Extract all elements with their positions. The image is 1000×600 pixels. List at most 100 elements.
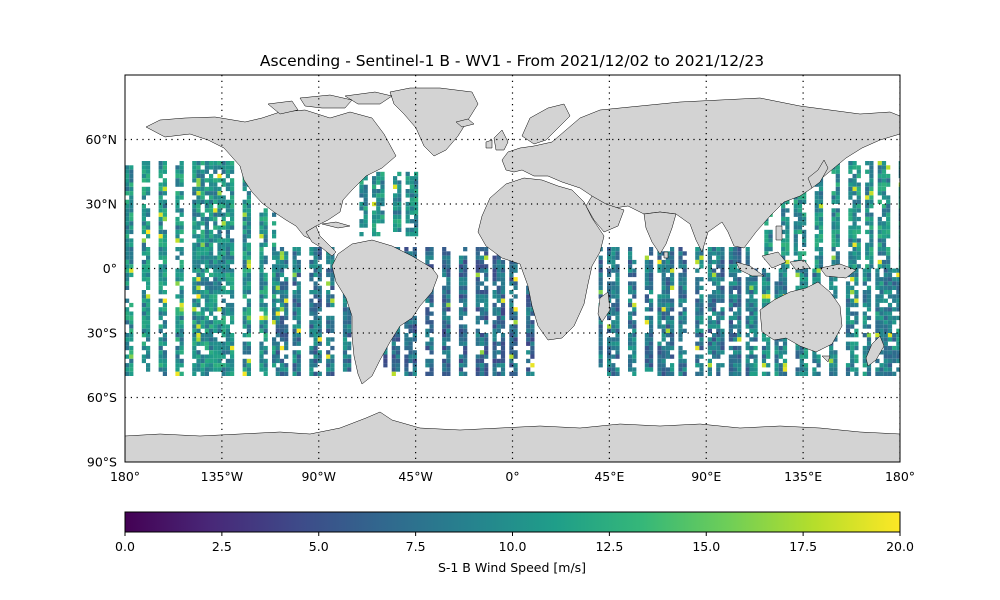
wind-cell: [213, 255, 218, 260]
wind-cell: [209, 354, 214, 359]
wind-cell: [242, 315, 247, 321]
wind-cell: [728, 333, 733, 338]
wind-cell: [196, 302, 201, 308]
wind-cell: [492, 255, 497, 260]
wind-cell: [877, 259, 882, 265]
wind-cell: [883, 328, 888, 333]
wind-cell: [845, 367, 851, 372]
wind-cell: [712, 350, 717, 355]
wind-cell: [869, 191, 874, 196]
wind-cell: [733, 294, 738, 299]
wind-cell: [607, 272, 612, 278]
wind-cell: [749, 298, 754, 303]
wind-cell: [196, 337, 201, 342]
wind-cell: [598, 294, 603, 299]
wind-cell: [479, 281, 485, 286]
wind-cell: [607, 285, 612, 290]
wind-cell: [192, 307, 197, 312]
wind-cell: [778, 354, 783, 359]
wind-cell: [526, 307, 531, 312]
wind-cell: [479, 337, 485, 342]
wind-cell: [146, 255, 151, 260]
wind-cell: [737, 277, 742, 282]
wind-cell: [292, 259, 297, 265]
wind-cell: [213, 208, 218, 213]
wind-cell: [678, 367, 683, 372]
wind-cell: [865, 242, 870, 247]
wind-cell: [611, 337, 616, 342]
wind-cell: [196, 238, 201, 243]
wind-cell: [296, 302, 301, 308]
wind-cell: [898, 247, 900, 252]
wind-cell: [782, 350, 788, 355]
wind-cell: [598, 337, 603, 342]
wind-cell: [412, 363, 417, 368]
wind-cell: [778, 337, 783, 342]
wind-cell: [879, 281, 884, 286]
wind-cell: [835, 182, 840, 187]
wind-cell: [158, 225, 163, 230]
wind-cell: [500, 294, 506, 299]
wind-cell: [628, 264, 633, 269]
wind-cell: [665, 290, 670, 295]
wind-cell: [125, 247, 130, 252]
wind-cell: [492, 302, 497, 308]
wind-cell: [670, 333, 675, 338]
wind-cell: [158, 208, 163, 213]
wind-cell: [213, 212, 218, 217]
wind-cell: [854, 290, 859, 295]
wind-cell: [896, 272, 900, 278]
wind-cell: [463, 307, 468, 312]
wind-cell: [192, 259, 197, 265]
wind-cell: [869, 212, 874, 217]
wind-cell: [661, 251, 666, 256]
wind-cell: [376, 193, 381, 198]
wind-cell: [125, 337, 130, 342]
wind-cell: [774, 354, 779, 359]
wind-cell: [892, 268, 897, 273]
wind-cell: [230, 285, 235, 290]
wind-cell: [259, 363, 264, 368]
wind-cell: [317, 333, 322, 338]
wind-cell: [879, 307, 884, 312]
wind-cell: [869, 173, 874, 179]
wind-cell: [745, 281, 750, 286]
wind-cell: [221, 242, 226, 247]
wind-cell: [716, 247, 721, 252]
wind-cell: [158, 212, 163, 217]
wind-cell: [259, 328, 264, 333]
wind-cell: [146, 247, 151, 252]
wind-cell: [175, 195, 180, 200]
wind-cell: [615, 268, 620, 273]
wind-cell: [716, 324, 721, 329]
wind-cell: [200, 324, 205, 329]
wind-cell: [835, 165, 840, 170]
wind-cell: [526, 315, 531, 321]
wind-cell: [712, 272, 717, 278]
wind-cell: [259, 354, 264, 359]
wind-cell: [848, 161, 853, 166]
wind-cell: [446, 371, 451, 376]
wind-cell: [892, 298, 897, 303]
wind-cell: [865, 221, 870, 226]
wind-cell: [230, 221, 235, 226]
wind-cell: [782, 345, 788, 351]
wind-cell: [611, 324, 616, 329]
wind-cell: [856, 208, 861, 213]
wind-cell: [670, 328, 675, 333]
wind-cell: [342, 358, 348, 364]
wind-cell: [141, 272, 146, 278]
wind-cell: [670, 298, 675, 303]
wind-cell: [279, 268, 285, 273]
wind-cell: [879, 294, 884, 299]
wind-cell: [883, 337, 888, 342]
wind-cell: [217, 320, 222, 325]
wind-cell: [785, 264, 790, 269]
wind-cell: [607, 337, 612, 342]
wind-cell: [896, 285, 900, 290]
wind-cell: [661, 363, 666, 368]
wind-cell: [442, 328, 447, 333]
wind-cell: [695, 358, 700, 364]
wind-cell: [802, 234, 807, 239]
wind-cell: [125, 259, 130, 265]
